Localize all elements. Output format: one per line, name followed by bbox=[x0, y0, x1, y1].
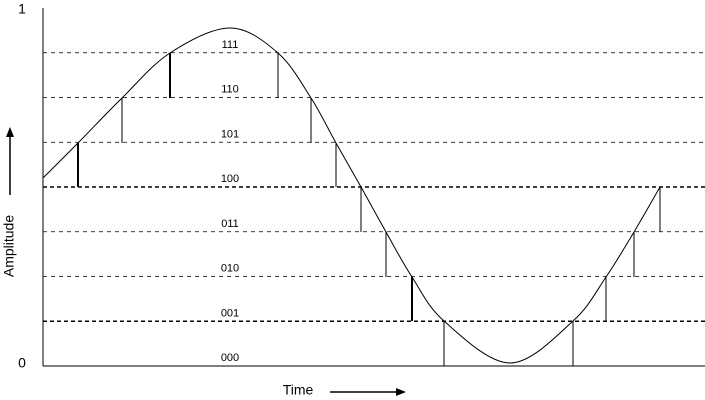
level-code: 010 bbox=[221, 263, 239, 275]
level-code: 101 bbox=[221, 128, 239, 140]
level-code: 000 bbox=[221, 352, 239, 364]
level-code: 110 bbox=[221, 84, 239, 96]
level-code: 100 bbox=[221, 173, 239, 185]
axis-min: 0 bbox=[18, 355, 26, 371]
y-axis-label: Amplitude bbox=[1, 215, 17, 277]
level-code: 011 bbox=[221, 218, 239, 230]
axis-max: 1 bbox=[18, 1, 26, 17]
y-arrow-head bbox=[6, 127, 14, 137]
level-code: 001 bbox=[221, 307, 239, 319]
x-axis-label: Time bbox=[283, 382, 314, 398]
level-code: 111 bbox=[222, 39, 239, 51]
x-arrow-head bbox=[396, 388, 406, 396]
sine-wave bbox=[42, 27, 661, 364]
